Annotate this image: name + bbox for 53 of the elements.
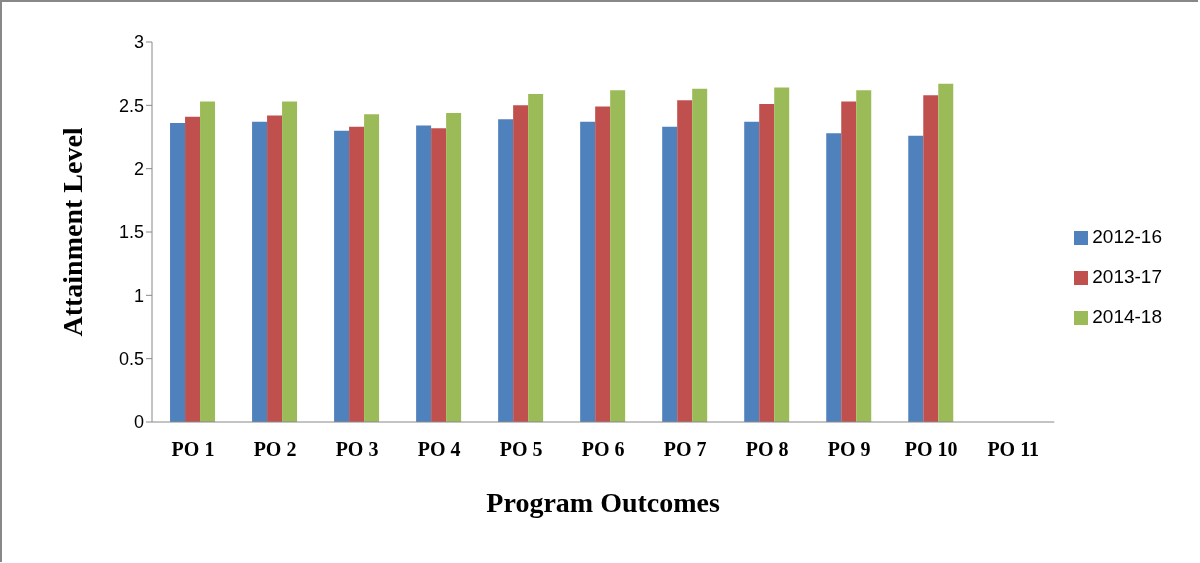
x-tick-label: PO 5 [499,438,543,461]
x-tick-label: PO 2 [253,438,297,461]
bar [185,116,201,422]
x-tick-label: PO 10 [904,438,958,461]
bar [446,112,462,422]
bar [267,115,283,422]
bar [908,135,924,422]
y-tick-label: 3 [133,32,144,53]
bar [431,128,447,422]
x-tick-label: PO 9 [827,438,871,461]
bar [759,104,775,422]
bar [826,133,842,422]
bar [498,119,514,422]
bar [580,121,596,422]
bar [528,93,544,422]
y-tick-label: 0.5 [118,349,144,370]
bar [334,130,350,422]
bar [416,125,432,422]
x-tick-label: PO 7 [663,438,707,461]
bar [692,88,708,422]
legend-label: 2012-16 [1092,226,1162,247]
x-tick-label: PO 1 [171,438,215,461]
x-tick-label: PO 3 [335,438,379,461]
y-tick-label: 2.5 [118,95,144,116]
bar [595,106,611,422]
bar [282,101,298,422]
bar [170,123,186,422]
bar [610,90,626,422]
x-axis-title: Program Outcomes [486,487,720,518]
bar [744,121,760,422]
bar [938,83,954,422]
y-tick-label: 1.5 [118,222,144,243]
y-tick-label: 1 [133,285,144,306]
bar [349,126,365,422]
bar [200,101,216,422]
bar [841,101,857,422]
legend-label: 2014-18 [1092,306,1162,327]
y-tick-label: 0 [133,412,144,433]
bar [774,87,790,422]
x-tick-label: PO 6 [581,438,625,461]
x-tick-label: PO 11 [987,438,1040,461]
bar [856,90,872,422]
bar [364,114,380,422]
y-tick-label: 2 [133,159,144,180]
x-tick-label: PO 4 [417,438,461,461]
y-axis-title: Attainment Level [56,127,88,337]
bar [677,100,693,422]
bar [923,95,939,422]
bar [662,126,678,422]
bar [252,121,268,422]
legend-label: 2013-17 [1092,266,1162,287]
x-tick-label: PO 8 [745,438,789,461]
bar [513,105,529,422]
